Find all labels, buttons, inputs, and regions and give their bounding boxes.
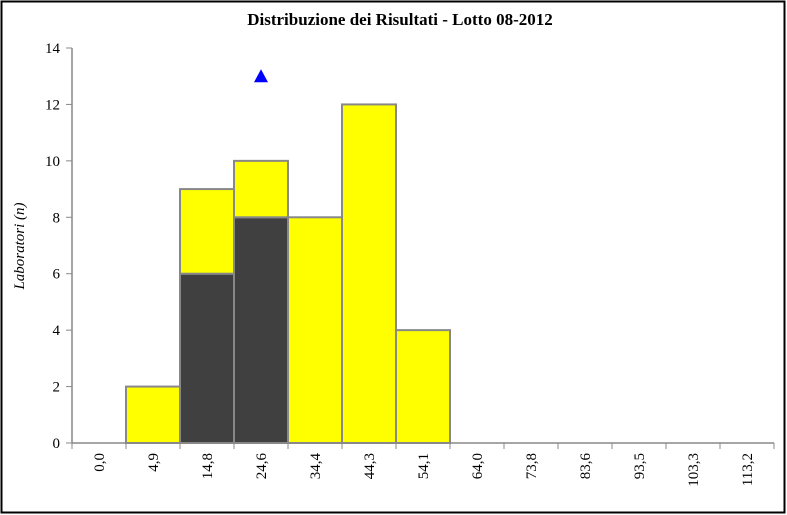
x-tick-label: 4,9 <box>146 453 162 472</box>
x-tick-label: 34,4 <box>308 453 324 480</box>
marker <box>254 69 268 83</box>
x-tick-label: 103,3 <box>686 453 702 487</box>
y-tick-label: 2 <box>53 380 61 396</box>
x-tick-label: 24,6 <box>254 453 270 480</box>
bar <box>179 272 235 445</box>
y-tick-label: 0 <box>53 436 61 452</box>
x-tick-label: 54,1 <box>416 453 432 479</box>
x-tick-label: 0,0 <box>92 453 108 472</box>
y-tick-label: 10 <box>45 154 60 170</box>
x-tick-label: 64,0 <box>470 453 486 479</box>
bar <box>233 159 289 219</box>
x-tick-label: 44,3 <box>362 453 378 479</box>
y-tick-label: 14 <box>45 41 61 57</box>
x-tick-label: 14,8 <box>200 453 216 479</box>
x-tick-label: 113,2 <box>740 453 756 486</box>
bar <box>287 216 343 444</box>
x-tick-label: 93,5 <box>632 453 648 479</box>
bar <box>395 329 451 444</box>
x-tick-label: 73,8 <box>524 453 540 479</box>
y-tick-label: 4 <box>53 323 61 339</box>
x-tick-label: 83,6 <box>578 453 594 480</box>
y-tick-label: 12 <box>45 97 60 113</box>
y-tick-label: 8 <box>53 210 61 226</box>
bar <box>341 103 397 445</box>
y-axis-label: Laboratori (n) <box>12 202 28 290</box>
chart-title: Distribuzione dei Risultati - Lotto 08-2… <box>247 10 553 29</box>
y-tick-label: 6 <box>53 267 61 283</box>
bar <box>125 385 181 445</box>
bar <box>233 216 289 444</box>
bar <box>179 188 235 275</box>
